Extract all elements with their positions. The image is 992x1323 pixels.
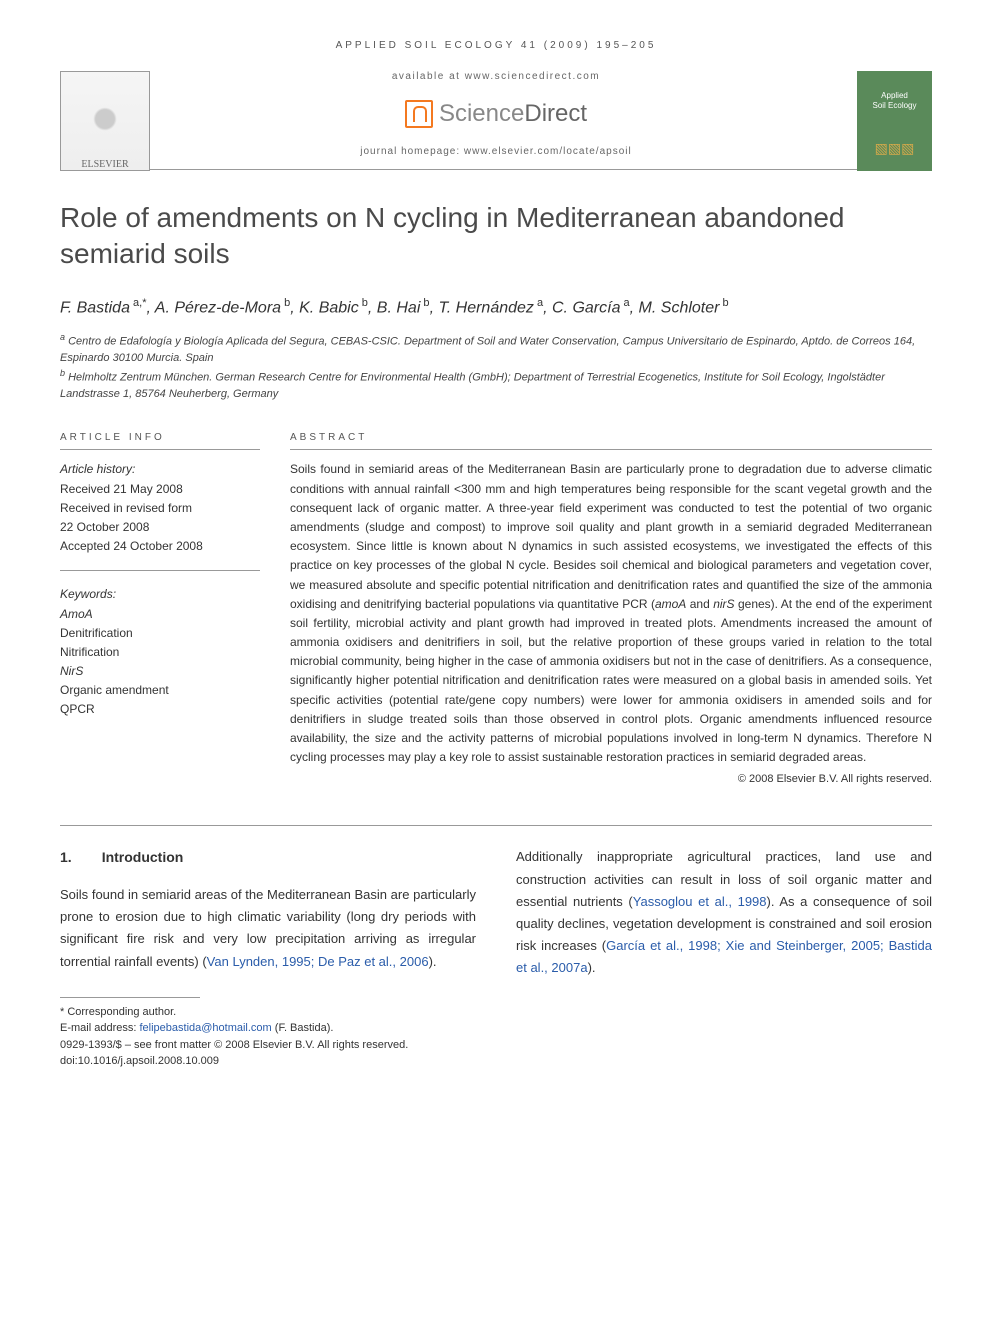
section-title: Introduction <box>102 849 184 865</box>
citation: Yassoglou et al., 1998 <box>633 894 767 909</box>
revised-line1: Received in revised form <box>60 499 260 518</box>
footnote-separator <box>60 997 200 998</box>
sciencedirect-text: ScienceDirect <box>439 100 587 128</box>
abstract-text: Soils found in semiarid areas of the Med… <box>290 460 932 767</box>
affiliation-a: a Centro de Edafología y Biología Aplica… <box>60 331 932 367</box>
keyword: AmoA <box>60 605 260 624</box>
sciencedirect-logo: ScienceDirect <box>170 100 822 128</box>
revised-line2: 22 October 2008 <box>60 518 260 537</box>
journal-cover-title-1: Applied <box>857 91 932 101</box>
keyword: Denitrification <box>60 624 260 643</box>
journal-cover-title-2: Soil Ecology <box>857 101 932 111</box>
journal-homepage: journal homepage: www.elsevier.com/locat… <box>170 146 822 157</box>
elsevier-text: ELSEVIER <box>81 159 128 170</box>
body-text: 1. Introduction Soils found in semiarid a… <box>60 846 932 1069</box>
author-email: felipebastida@hotmail.com <box>139 1022 271 1034</box>
journal-cover-thumbnail: Applied Soil Ecology ▧▧▧ <box>857 71 932 171</box>
email-line: E-mail address: felipebastida@hotmail.co… <box>60 1020 476 1037</box>
body-column-right: Additionally inappropriate agricultural … <box>516 846 932 1069</box>
article-history: Article history: Received 21 May 2008 Re… <box>60 460 260 571</box>
elsevier-logo: ELSEVIER <box>60 71 150 171</box>
keyword: QPCR <box>60 700 260 719</box>
section-divider <box>60 825 932 826</box>
article-info-heading: ARTICLE INFO <box>60 432 260 450</box>
authors-list: F. Bastida a,*, A. Pérez-de-Mora b, K. B… <box>60 297 932 317</box>
affiliations: a Centro de Edafología y Biología Aplica… <box>60 331 932 402</box>
sciencedirect-icon <box>405 100 433 128</box>
abstract-copyright: © 2008 Elsevier B.V. All rights reserved… <box>290 773 932 785</box>
keyword: NirS <box>60 662 260 681</box>
intro-paragraph-2: Additionally inappropriate agricultural … <box>516 846 932 979</box>
elsevier-tree-icon <box>75 95 135 155</box>
received-date: Received 21 May 2008 <box>60 480 260 499</box>
body-column-left: 1. Introduction Soils found in semiarid a… <box>60 846 476 1069</box>
article-title: Role of amendments on N cycling in Medit… <box>60 200 932 273</box>
journal-cover-icons: ▧▧▧ <box>857 140 932 157</box>
article-info-sidebar: ARTICLE INFO Article history: Received 2… <box>60 432 260 785</box>
journal-reference: APPLIED SOIL ECOLOGY 41 (2009) 195–205 <box>60 40 932 51</box>
keywords-label: Keywords: <box>60 585 260 604</box>
keyword: Nitrification <box>60 643 260 662</box>
citation: Van Lynden, 1995; De Paz et al., 2006 <box>207 954 429 969</box>
journal-header: ELSEVIER Applied Soil Ecology ▧▧▧ availa… <box>60 71 932 170</box>
abstract-column: ABSTRACT Soils found in semiarid areas o… <box>290 432 932 785</box>
keyword: Organic amendment <box>60 681 260 700</box>
doi-line: doi:10.1016/j.apsoil.2008.10.009 <box>60 1053 476 1070</box>
affiliation-b: b Helmholtz Zentrum München. German Rese… <box>60 367 932 403</box>
history-label: Article history: <box>60 460 260 479</box>
abstract-heading: ABSTRACT <box>290 432 932 450</box>
section-heading: 1. Introduction <box>60 846 476 870</box>
section-number: 1. <box>60 849 72 865</box>
issn-line: 0929-1393/$ – see front matter © 2008 El… <box>60 1037 476 1054</box>
available-at: available at www.sciencedirect.com <box>170 71 822 82</box>
corresponding-author: * Corresponding author. <box>60 1004 476 1021</box>
keywords-block: Keywords: AmoADenitrificationNitrificati… <box>60 585 260 733</box>
footnotes: * Corresponding author. E-mail address: … <box>60 1004 476 1070</box>
accepted-date: Accepted 24 October 2008 <box>60 537 260 556</box>
intro-paragraph-1: Soils found in semiarid areas of the Med… <box>60 884 476 972</box>
